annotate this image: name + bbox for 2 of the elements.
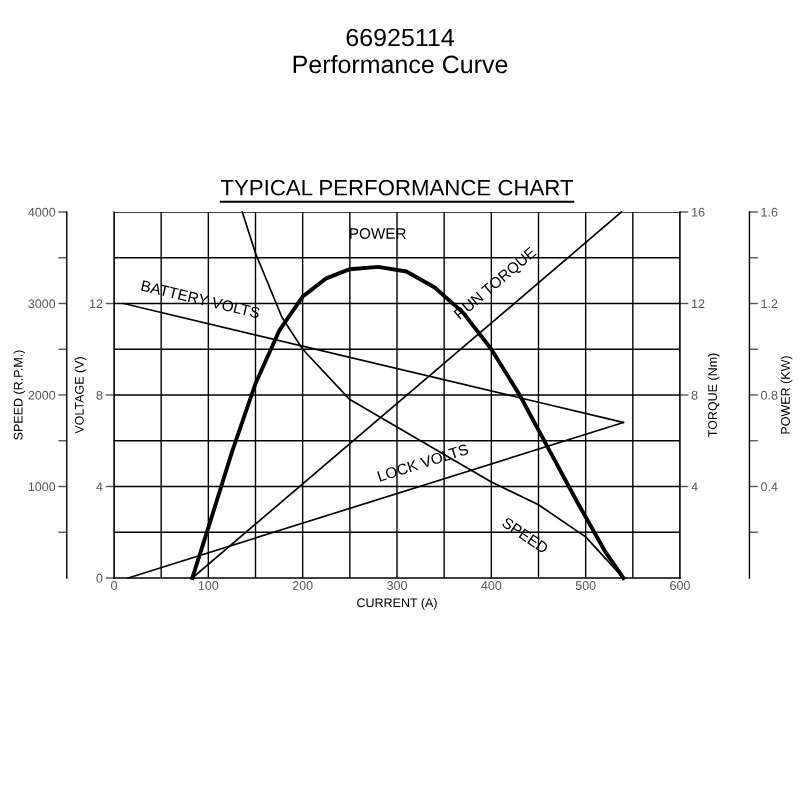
chart-title: 66925114 Performance Curve: [293, 28, 508, 74]
chart-subtitle: TYPICAL PERFORMANCE CHART: [220, 179, 574, 196]
